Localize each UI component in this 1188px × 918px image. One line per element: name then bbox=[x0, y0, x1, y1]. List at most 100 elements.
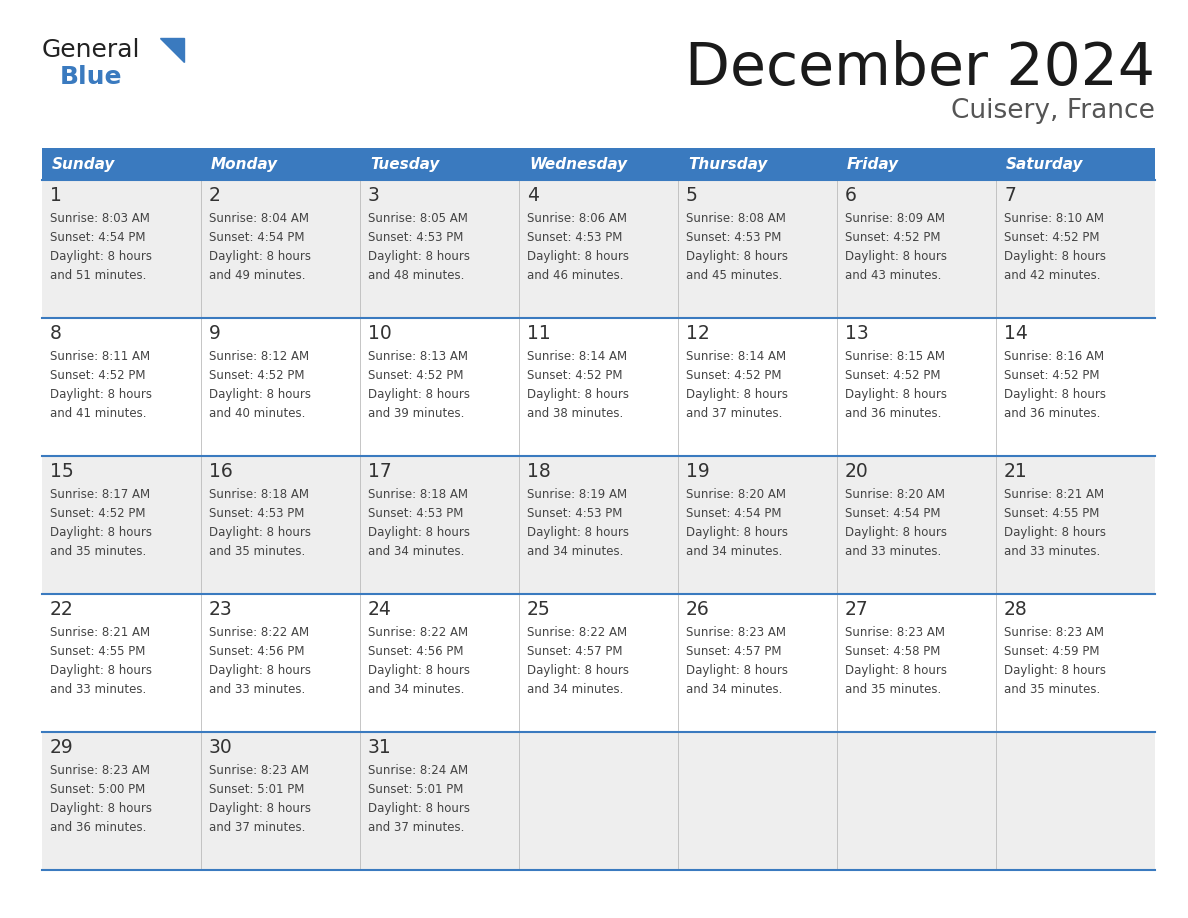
Text: 5: 5 bbox=[685, 186, 697, 205]
Text: and 36 minutes.: and 36 minutes. bbox=[845, 407, 941, 420]
Text: Sunset: 4:53 PM: Sunset: 4:53 PM bbox=[685, 231, 782, 244]
Bar bbox=[42, 456, 1155, 594]
Text: and 39 minutes.: and 39 minutes. bbox=[368, 407, 465, 420]
Text: Sunrise: 8:19 AM: Sunrise: 8:19 AM bbox=[527, 488, 627, 501]
Text: Sunrise: 8:23 AM: Sunrise: 8:23 AM bbox=[845, 626, 944, 639]
Text: and 34 minutes.: and 34 minutes. bbox=[368, 683, 465, 696]
Text: and 37 minutes.: and 37 minutes. bbox=[368, 821, 465, 834]
Text: Sunset: 5:01 PM: Sunset: 5:01 PM bbox=[209, 783, 304, 796]
Text: Sunrise: 8:15 AM: Sunrise: 8:15 AM bbox=[845, 350, 944, 363]
Text: and 34 minutes.: and 34 minutes. bbox=[527, 683, 624, 696]
Text: Thursday: Thursday bbox=[688, 156, 767, 172]
Text: and 33 minutes.: and 33 minutes. bbox=[1004, 545, 1100, 558]
Text: Sunrise: 8:13 AM: Sunrise: 8:13 AM bbox=[368, 350, 468, 363]
Text: Sunrise: 8:04 AM: Sunrise: 8:04 AM bbox=[209, 212, 309, 225]
Text: Sunset: 4:52 PM: Sunset: 4:52 PM bbox=[1004, 231, 1100, 244]
Text: 21: 21 bbox=[1004, 462, 1028, 481]
Text: Sunrise: 8:22 AM: Sunrise: 8:22 AM bbox=[527, 626, 627, 639]
Text: Sunset: 4:53 PM: Sunset: 4:53 PM bbox=[527, 231, 623, 244]
Bar bbox=[42, 180, 1155, 318]
Text: Daylight: 8 hours: Daylight: 8 hours bbox=[368, 388, 470, 401]
Text: Sunrise: 8:06 AM: Sunrise: 8:06 AM bbox=[527, 212, 627, 225]
Text: Sunset: 4:52 PM: Sunset: 4:52 PM bbox=[50, 369, 145, 382]
Text: and 42 minutes.: and 42 minutes. bbox=[1004, 269, 1100, 282]
Text: Daylight: 8 hours: Daylight: 8 hours bbox=[845, 526, 947, 539]
Text: 29: 29 bbox=[50, 738, 74, 757]
Text: Sunset: 4:53 PM: Sunset: 4:53 PM bbox=[527, 507, 623, 520]
Text: Daylight: 8 hours: Daylight: 8 hours bbox=[50, 250, 152, 263]
Bar bbox=[678, 148, 838, 180]
Text: Sunrise: 8:23 AM: Sunrise: 8:23 AM bbox=[685, 626, 786, 639]
Text: Sunrise: 8:23 AM: Sunrise: 8:23 AM bbox=[209, 764, 309, 777]
Text: Sunset: 4:58 PM: Sunset: 4:58 PM bbox=[845, 645, 941, 658]
Text: and 41 minutes.: and 41 minutes. bbox=[50, 407, 146, 420]
Text: Sunset: 4:55 PM: Sunset: 4:55 PM bbox=[1004, 507, 1099, 520]
Text: Saturday: Saturday bbox=[1006, 156, 1083, 172]
Text: Sunset: 4:52 PM: Sunset: 4:52 PM bbox=[527, 369, 623, 382]
Text: Sunset: 4:59 PM: Sunset: 4:59 PM bbox=[1004, 645, 1100, 658]
Text: Daylight: 8 hours: Daylight: 8 hours bbox=[50, 664, 152, 677]
Text: Sunset: 4:57 PM: Sunset: 4:57 PM bbox=[685, 645, 782, 658]
Text: Friday: Friday bbox=[847, 156, 899, 172]
Text: 24: 24 bbox=[368, 600, 392, 619]
Text: General: General bbox=[42, 38, 140, 62]
Bar bbox=[42, 148, 201, 180]
Text: Sunset: 4:52 PM: Sunset: 4:52 PM bbox=[845, 369, 941, 382]
Text: Sunrise: 8:05 AM: Sunrise: 8:05 AM bbox=[368, 212, 468, 225]
Text: Sunrise: 8:14 AM: Sunrise: 8:14 AM bbox=[685, 350, 786, 363]
Text: Sunrise: 8:22 AM: Sunrise: 8:22 AM bbox=[209, 626, 309, 639]
Text: 15: 15 bbox=[50, 462, 74, 481]
Text: and 34 minutes.: and 34 minutes. bbox=[527, 545, 624, 558]
Text: and 48 minutes.: and 48 minutes. bbox=[368, 269, 465, 282]
Text: Daylight: 8 hours: Daylight: 8 hours bbox=[527, 664, 628, 677]
Text: 2: 2 bbox=[209, 186, 221, 205]
Text: 8: 8 bbox=[50, 324, 62, 343]
Text: Sunset: 4:54 PM: Sunset: 4:54 PM bbox=[685, 507, 782, 520]
Text: December 2024: December 2024 bbox=[685, 40, 1155, 97]
Text: 4: 4 bbox=[527, 186, 539, 205]
Text: Sunrise: 8:23 AM: Sunrise: 8:23 AM bbox=[1004, 626, 1104, 639]
Text: Blue: Blue bbox=[61, 65, 122, 89]
Text: and 33 minutes.: and 33 minutes. bbox=[50, 683, 146, 696]
Text: and 43 minutes.: and 43 minutes. bbox=[845, 269, 941, 282]
Text: Daylight: 8 hours: Daylight: 8 hours bbox=[209, 526, 311, 539]
Text: Daylight: 8 hours: Daylight: 8 hours bbox=[209, 388, 311, 401]
Bar bbox=[42, 594, 1155, 732]
Text: Sunday: Sunday bbox=[52, 156, 115, 172]
Text: and 36 minutes.: and 36 minutes. bbox=[1004, 407, 1100, 420]
Text: and 34 minutes.: and 34 minutes. bbox=[685, 683, 783, 696]
Text: Daylight: 8 hours: Daylight: 8 hours bbox=[1004, 664, 1106, 677]
Text: 20: 20 bbox=[845, 462, 868, 481]
Text: 23: 23 bbox=[209, 600, 233, 619]
Text: and 35 minutes.: and 35 minutes. bbox=[1004, 683, 1100, 696]
Text: Daylight: 8 hours: Daylight: 8 hours bbox=[685, 664, 788, 677]
Text: Daylight: 8 hours: Daylight: 8 hours bbox=[1004, 388, 1106, 401]
Text: Sunrise: 8:14 AM: Sunrise: 8:14 AM bbox=[527, 350, 627, 363]
Text: Monday: Monday bbox=[211, 156, 278, 172]
Text: Sunrise: 8:17 AM: Sunrise: 8:17 AM bbox=[50, 488, 150, 501]
Text: Sunset: 4:53 PM: Sunset: 4:53 PM bbox=[209, 507, 304, 520]
Text: Sunrise: 8:20 AM: Sunrise: 8:20 AM bbox=[685, 488, 786, 501]
Text: Sunset: 4:52 PM: Sunset: 4:52 PM bbox=[50, 507, 145, 520]
Text: Sunrise: 8:10 AM: Sunrise: 8:10 AM bbox=[1004, 212, 1104, 225]
Text: Sunrise: 8:11 AM: Sunrise: 8:11 AM bbox=[50, 350, 150, 363]
Text: 7: 7 bbox=[1004, 186, 1016, 205]
Text: Daylight: 8 hours: Daylight: 8 hours bbox=[209, 250, 311, 263]
Text: Daylight: 8 hours: Daylight: 8 hours bbox=[527, 526, 628, 539]
Text: and 34 minutes.: and 34 minutes. bbox=[685, 545, 783, 558]
Text: 28: 28 bbox=[1004, 600, 1028, 619]
Text: Daylight: 8 hours: Daylight: 8 hours bbox=[368, 526, 470, 539]
Text: Sunrise: 8:21 AM: Sunrise: 8:21 AM bbox=[50, 626, 150, 639]
Text: 10: 10 bbox=[368, 324, 392, 343]
Text: Sunset: 5:00 PM: Sunset: 5:00 PM bbox=[50, 783, 145, 796]
Text: Daylight: 8 hours: Daylight: 8 hours bbox=[368, 664, 470, 677]
Text: Sunrise: 8:20 AM: Sunrise: 8:20 AM bbox=[845, 488, 944, 501]
Text: Sunrise: 8:18 AM: Sunrise: 8:18 AM bbox=[209, 488, 309, 501]
Text: 11: 11 bbox=[527, 324, 551, 343]
Text: Sunrise: 8:22 AM: Sunrise: 8:22 AM bbox=[368, 626, 468, 639]
Text: Sunset: 4:52 PM: Sunset: 4:52 PM bbox=[368, 369, 463, 382]
Bar bbox=[838, 148, 996, 180]
Text: and 49 minutes.: and 49 minutes. bbox=[209, 269, 305, 282]
Text: Sunset: 4:57 PM: Sunset: 4:57 PM bbox=[527, 645, 623, 658]
Text: and 37 minutes.: and 37 minutes. bbox=[209, 821, 305, 834]
